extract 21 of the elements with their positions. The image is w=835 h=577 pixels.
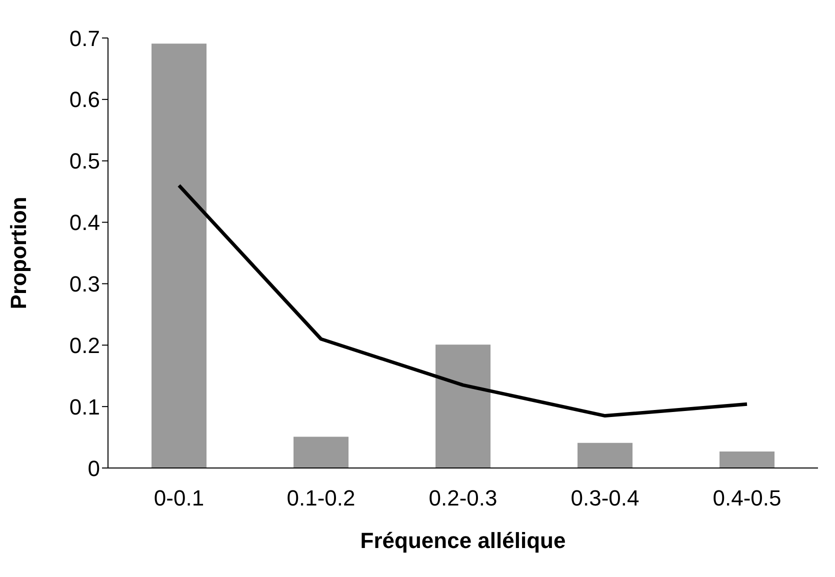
y-tick-label: 0.6 (69, 87, 100, 112)
x-tick-label: 0.4-0.5 (712, 486, 782, 511)
y-tick-label: 0 (88, 456, 100, 481)
y-tick-label: 0.5 (69, 148, 100, 174)
x-axis-title: Fréquence allélique (360, 528, 566, 553)
x-tick-label: 0.2-0.3 (428, 486, 498, 511)
y-tick-label: 0.1 (69, 394, 100, 420)
y-tick-label: 0.7 (69, 26, 100, 51)
bar (294, 436, 349, 468)
y-tick-label: 0.2 (69, 332, 100, 358)
y-tick-label: 0.3 (69, 272, 100, 297)
line-series (177, 184, 749, 418)
bar (436, 344, 491, 468)
x-tick-label: 0.1-0.2 (286, 486, 356, 511)
x-tick-label: 0-0.1 (154, 486, 204, 511)
y-axis-title: Proportion (6, 196, 31, 310)
y-tick-label: 0.4 (69, 210, 100, 236)
bar (720, 452, 775, 468)
bar (152, 44, 207, 468)
x-tick-label: 0.3-0.4 (570, 486, 640, 511)
bar (578, 442, 633, 468)
